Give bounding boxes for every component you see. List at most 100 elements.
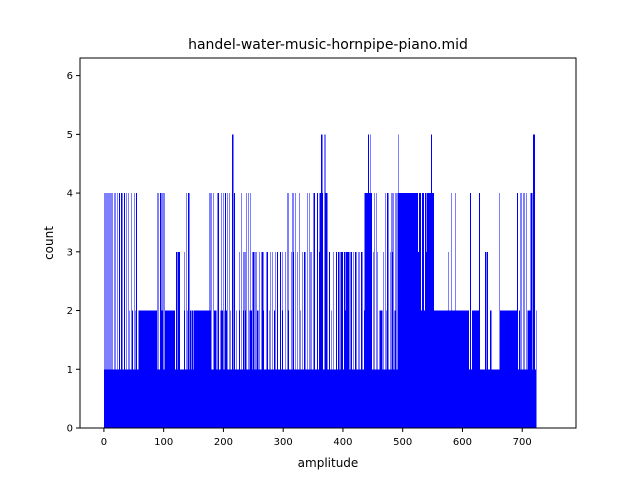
histogram-bar <box>347 251 349 428</box>
histogram-bar <box>529 310 530 428</box>
histogram-bar <box>369 193 371 428</box>
histogram-bar <box>173 310 175 428</box>
histogram-bar <box>242 369 244 428</box>
histogram-bar <box>199 310 201 428</box>
histogram-bar <box>491 369 493 428</box>
histogram-bar <box>248 369 250 428</box>
histogram-bar <box>234 369 236 428</box>
histogram-bar <box>424 310 425 428</box>
histogram-bar <box>518 369 520 428</box>
histogram-bar <box>415 193 417 428</box>
histogram-bar <box>224 369 226 428</box>
histogram-bar <box>207 310 209 428</box>
histogram-bar <box>473 310 475 428</box>
histogram-bar <box>266 251 268 428</box>
histogram-bar <box>263 251 265 428</box>
histogram-bar <box>155 310 156 428</box>
histogram-bar <box>498 193 500 428</box>
histogram-bar <box>460 310 462 428</box>
histogram-bar <box>460 310 461 428</box>
histogram-bar <box>280 369 282 428</box>
histogram-bar <box>439 310 440 428</box>
histogram-bar <box>188 193 189 428</box>
histogram-bar <box>363 369 364 428</box>
histogram-bar <box>172 310 173 428</box>
histogram-bar <box>314 193 315 428</box>
histogram-bar <box>170 310 172 428</box>
histogram-bar <box>435 310 437 428</box>
histogram-bar <box>381 310 382 428</box>
histogram-bar <box>215 310 217 428</box>
histogram-bar <box>319 251 320 428</box>
histogram-bar <box>425 193 427 428</box>
histogram-bar <box>249 369 250 428</box>
histogram-bar <box>186 369 187 428</box>
histogram-bar <box>481 369 483 428</box>
histogram-bar <box>142 310 144 428</box>
histogram-bar <box>257 310 259 428</box>
histogram-bar <box>524 369 526 428</box>
histogram-bar <box>480 369 482 428</box>
histogram-bar <box>252 251 254 428</box>
histogram-bar <box>303 369 305 428</box>
histogram-bar <box>408 193 410 428</box>
histogram-bar <box>163 193 165 428</box>
histogram-bar <box>251 310 253 428</box>
histogram-bar <box>469 369 471 428</box>
histogram-bar <box>496 369 498 428</box>
histogram-bar <box>390 251 391 428</box>
histogram-bar <box>498 369 499 428</box>
histogram-bar <box>515 310 516 428</box>
histogram-bar <box>300 369 302 428</box>
histogram-bar <box>337 369 339 428</box>
histogram-bar <box>204 310 206 428</box>
x-tick-label: 100 <box>154 437 173 448</box>
histogram-bar <box>301 369 302 428</box>
histogram-bar <box>514 310 516 428</box>
histogram-bar <box>442 310 443 428</box>
histogram-bar <box>351 369 353 428</box>
histogram-bar <box>500 310 502 428</box>
histogram-bar <box>230 369 232 428</box>
histogram-bar <box>159 369 161 428</box>
histogram-bar <box>534 134 535 428</box>
histogram-bar <box>506 310 508 428</box>
y-tick-label: 0 <box>67 424 73 435</box>
histogram-bar <box>105 193 106 428</box>
histogram-bar <box>400 193 402 428</box>
histogram-bar <box>318 369 320 428</box>
histogram-bar <box>428 193 430 428</box>
histogram-bar <box>372 369 373 428</box>
histogram-bar <box>376 369 378 428</box>
histogram-bar <box>282 310 284 428</box>
histogram-bar <box>523 193 525 428</box>
histogram-bar <box>164 310 166 428</box>
histogram-bar <box>149 310 150 428</box>
histogram-bar <box>339 251 341 428</box>
histogram-bar <box>183 251 185 428</box>
histogram-bar <box>206 310 208 428</box>
histogram-bar <box>137 369 138 428</box>
histogram-bar <box>238 369 239 428</box>
histogram-bar <box>381 310 383 428</box>
histogram-bar <box>203 310 205 428</box>
y-tick-label: 6 <box>67 71 73 82</box>
histogram-bar <box>535 310 537 428</box>
histogram-bar <box>326 369 328 428</box>
histogram-bar <box>229 310 231 428</box>
histogram-bar <box>247 193 249 428</box>
histogram-bar <box>252 369 253 428</box>
histogram-bar <box>395 193 397 428</box>
histogram-bar <box>406 193 408 428</box>
histogram-bar <box>193 310 195 428</box>
histogram-bar <box>139 310 141 428</box>
histogram-bar <box>253 251 254 428</box>
y-tick-label: 5 <box>67 130 73 141</box>
histogram-bar <box>267 251 268 428</box>
histogram-bar <box>414 193 416 428</box>
histogram-bar <box>123 369 124 428</box>
histogram-bar <box>293 369 295 428</box>
histogram-bar <box>440 310 442 428</box>
histogram-bar <box>238 251 240 428</box>
